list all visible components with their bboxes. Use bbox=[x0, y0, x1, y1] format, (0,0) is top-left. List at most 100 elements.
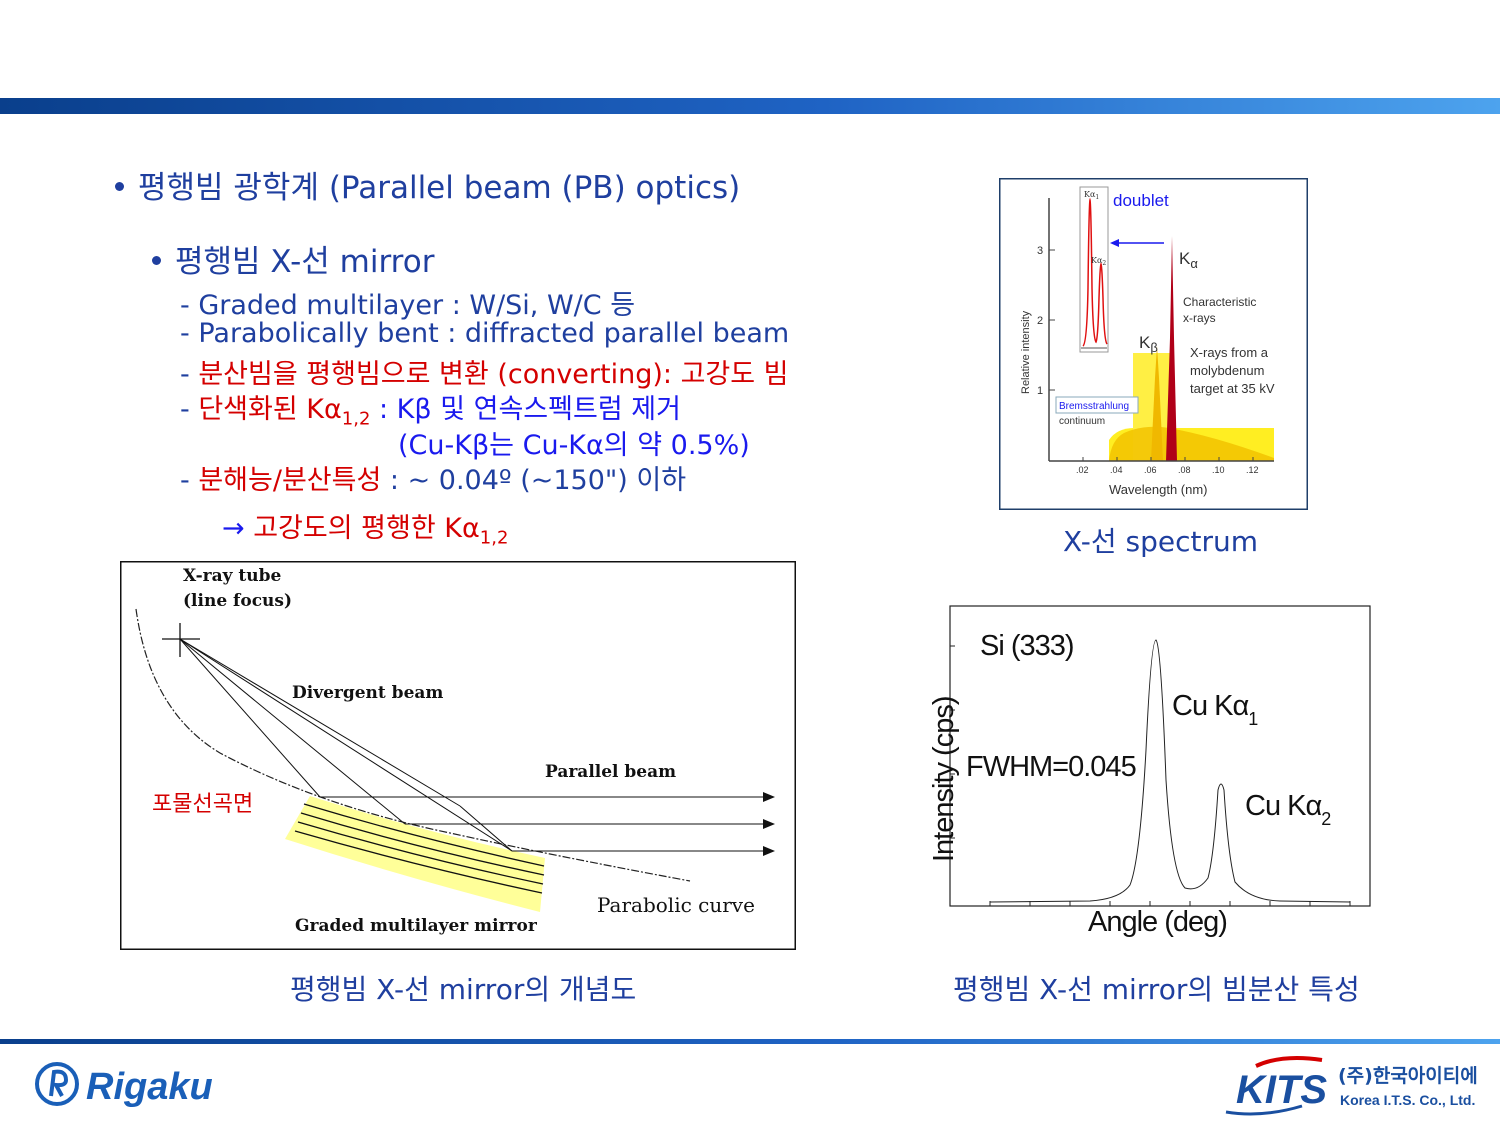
angle-axis-label: Angle (deg) bbox=[1088, 906, 1227, 938]
kits-english-name: Korea I.T.S. Co., Ltd. bbox=[1340, 1092, 1475, 1108]
inset-ka2-label: Kα2 bbox=[1091, 256, 1106, 267]
line-mono-sub: 1,2 bbox=[341, 408, 371, 430]
x-tick-label: .04 bbox=[1110, 465, 1123, 475]
kits-wordmark: KITS bbox=[1236, 1068, 1327, 1112]
ka-peak bbox=[1166, 236, 1177, 461]
continuum-label: continuum bbox=[1059, 416, 1105, 427]
rigaku-wordmark: Rigaku bbox=[86, 1066, 213, 1108]
kits-swoosh-icon bbox=[1225, 1104, 1303, 1116]
line-dash: - bbox=[180, 359, 199, 390]
rigaku-emblem-icon bbox=[35, 1062, 79, 1106]
divergent-ray bbox=[179, 638, 513, 852]
line-monochromatized: - 단색화된 Kα1,2 : Kβ 및 연속스펙트럼 제거 bbox=[180, 387, 681, 429]
line-converting-text: 분산빔을 평행빔으로 변환 (converting): 고강도 빔 bbox=[198, 359, 789, 390]
kits-logo: KITS (주)한국아이티에스 Korea I.T.S. Co., Ltd. bbox=[1225, 1056, 1478, 1116]
line-resolution-blue: : ~ 0.04º (~150") 이하 bbox=[381, 465, 687, 496]
line-conclusion-sub: 1,2 bbox=[479, 527, 509, 549]
rocking-curve-chart: Si (333) Cu Kα1 FWHM=0.045 Cu Kα2 Intens… bbox=[928, 605, 1371, 938]
mirror-concept-diagram: X-ray tube (line focus) Divergent beam P… bbox=[120, 561, 796, 950]
mirror-layer bbox=[303, 803, 545, 867]
doublet-label: doublet bbox=[1113, 191, 1169, 210]
kb-peak bbox=[1151, 346, 1163, 461]
x-tick-label: .06 bbox=[1144, 465, 1157, 475]
rocking-curve-line bbox=[989, 639, 1351, 903]
mirror-layer bbox=[294, 830, 543, 894]
arrow-head-icon bbox=[763, 792, 775, 802]
y-tick-label-3: 3 bbox=[1037, 245, 1043, 257]
doublet-curve bbox=[1082, 197, 1108, 347]
x-tick-label: .10 bbox=[1212, 465, 1225, 475]
spectrum-x-label: Wavelength (nm) bbox=[1109, 482, 1208, 497]
tube-label: (line focus) bbox=[183, 591, 292, 611]
parabola-surface-label: 포물선곡면 bbox=[152, 792, 253, 817]
cu-ka2-label: Cu Kα2 bbox=[1245, 790, 1331, 829]
plot-frame bbox=[949, 605, 1371, 907]
header-bar bbox=[0, 98, 1500, 114]
rigaku-emblem-icon bbox=[49, 1069, 69, 1097]
kits-korean-name: (주)한국아이티에스 bbox=[1338, 1065, 1478, 1087]
diagram-frame bbox=[120, 561, 796, 950]
characteristic-label: x-rays bbox=[1183, 311, 1216, 325]
tube-label: X-ray tube bbox=[183, 566, 282, 586]
arrow-glyph: → bbox=[222, 513, 254, 544]
target-label: target at 35 kV bbox=[1190, 381, 1275, 396]
divergent-ray bbox=[179, 638, 461, 807]
brems-label-box bbox=[1055, 396, 1139, 414]
target-label: molybdenum bbox=[1190, 363, 1264, 378]
arrow-head-icon bbox=[763, 819, 775, 829]
line-parabolically-bent: - Parabolically bent : diffracted parall… bbox=[180, 318, 790, 349]
bullet-text: 평행빔 광학계 (Parallel beam (PB) optics) bbox=[138, 170, 741, 206]
cu-ka1-label: Cu Kα1 bbox=[1172, 690, 1258, 729]
line-dash: - bbox=[180, 394, 199, 425]
kb-peak-label: Kβ bbox=[1139, 333, 1158, 355]
rocking-caption: 평행빔 X-선 mirror의 빔분산 특성 bbox=[953, 973, 1360, 1006]
bullet-parallel-beam-optics: 평행빔 광학계 (Parallel beam (PB) optics) bbox=[115, 162, 740, 207]
mirror-layer bbox=[300, 812, 545, 876]
x-tick-label: .12 bbox=[1246, 465, 1259, 475]
mirror-layer bbox=[297, 821, 544, 885]
kits-swoosh-icon bbox=[1255, 1056, 1323, 1068]
continuum-curve bbox=[1109, 426, 1274, 461]
line-graded-multilayer: - Graded multilayer : W/Si, W/C 등 bbox=[180, 290, 636, 321]
bullet-dot bbox=[152, 256, 161, 265]
x-tick-label: .02 bbox=[1076, 465, 1089, 475]
bullet-dot bbox=[115, 182, 124, 191]
si-333-label: Si (333) bbox=[980, 630, 1074, 662]
line-mono-blue: : Kβ 및 연속스펙트럼 제거 bbox=[370, 394, 681, 425]
divergent-ray bbox=[459, 805, 513, 852]
inset-ka1-label: Kα1 bbox=[1084, 190, 1099, 201]
xray-spectrum-figure: 3 2 1 Relative intensity .02 .04 .06 .08… bbox=[999, 178, 1308, 510]
x-tick-label: .08 bbox=[1178, 465, 1191, 475]
mirror-caption: 평행빔 X-선 mirror의 개념도 bbox=[290, 973, 637, 1006]
characteristic-label: Characteristic bbox=[1183, 295, 1256, 309]
intensity-axis-label: Intensity (cps) bbox=[928, 697, 960, 863]
spectrum-caption: X-선 spectrum bbox=[1063, 525, 1259, 558]
line-converting: - 분산빔을 평행빔으로 변환 (converting): 고강도 빔 bbox=[180, 352, 789, 391]
line-conclusion-text: 고강도의 평행한 Kα bbox=[253, 513, 480, 544]
line-dash: - bbox=[180, 465, 199, 496]
line-mono-red: 단색화된 Kα bbox=[198, 394, 342, 425]
spectrum-y-label: Relative intensity bbox=[1020, 310, 1032, 394]
line-cu-kb-ratio: (Cu-Kβ는 Cu-Kα의 약 0.5%) bbox=[398, 430, 750, 461]
parallel-beam-label: Parallel beam bbox=[545, 762, 676, 782]
divergent-ray bbox=[179, 638, 406, 825]
arrow-head-icon bbox=[1110, 239, 1119, 247]
arrow-head-icon bbox=[763, 846, 775, 856]
graded-mirror-label: Graded multilayer mirror bbox=[295, 916, 538, 936]
line-conclusion: → 고강도의 평행한 Kα1,2 bbox=[222, 506, 508, 548]
divergent-ray bbox=[179, 638, 321, 798]
brems-label: Bremsstrahlung bbox=[1059, 401, 1129, 412]
rigaku-logo: Rigaku bbox=[35, 1062, 213, 1108]
footer-bar bbox=[0, 1039, 1500, 1044]
line-resolution: - 분해능/분산특성 : ~ 0.04º (~150") 이하 bbox=[180, 458, 686, 497]
fwhm-label: FWHM=0.045 bbox=[966, 751, 1136, 783]
divergent-beam-label: Divergent beam bbox=[292, 683, 443, 703]
parabolic-curve bbox=[135, 608, 691, 882]
y-tick-label-1: 1 bbox=[1037, 385, 1043, 397]
ka-peak-label: Kα bbox=[1179, 249, 1198, 271]
bullet-parallel-beam-mirror: 평행빔 X-선 mirror bbox=[152, 236, 434, 281]
y-tick-label-2: 2 bbox=[1037, 315, 1043, 327]
bullet-text: 평행빔 X-선 mirror bbox=[175, 244, 435, 280]
target-label: X-rays from a bbox=[1190, 345, 1269, 360]
parabolic-curve-label: Parabolic curve bbox=[597, 893, 755, 917]
